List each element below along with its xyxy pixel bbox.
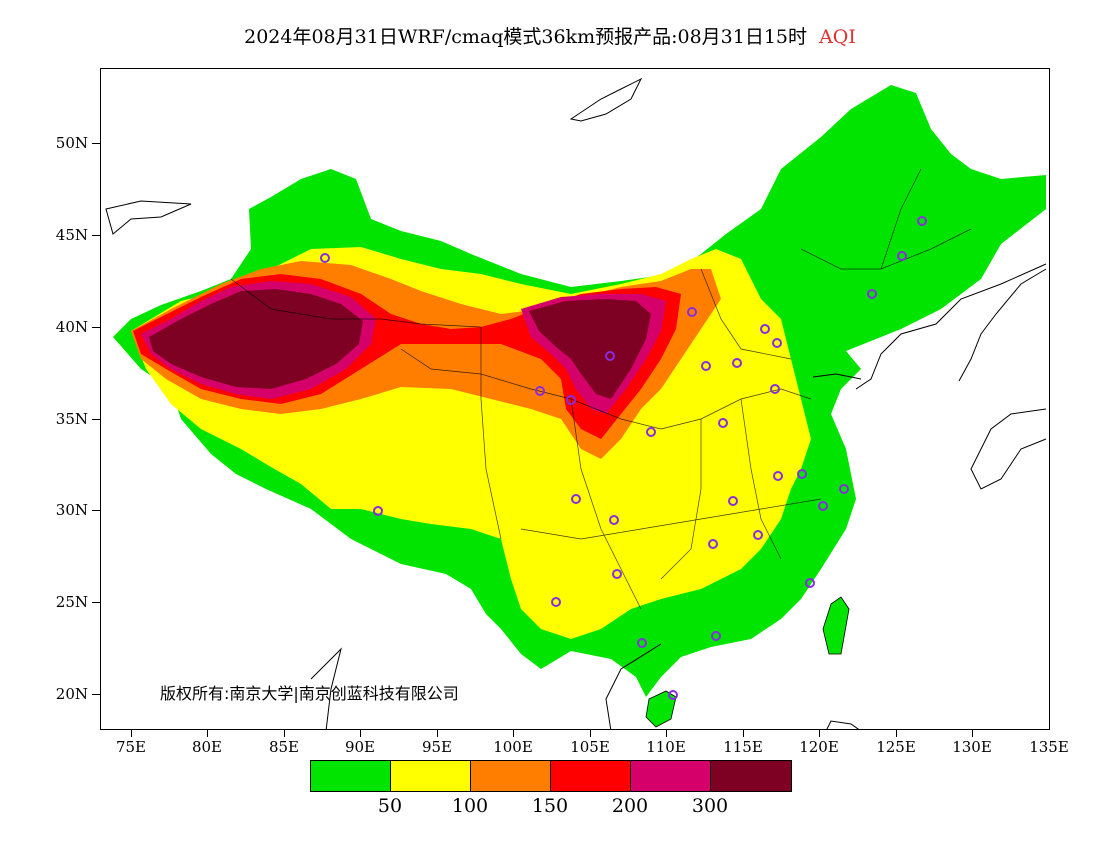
city-marker — [687, 307, 697, 317]
aqi-legend — [310, 760, 792, 792]
x-axis-label-120e: 120E — [799, 738, 839, 756]
title-variable: AQI — [819, 26, 856, 48]
y-axis-label-35n: 35N — [55, 410, 88, 428]
aqi-map — [105, 77, 1047, 729]
x-tick — [972, 730, 973, 737]
city-marker — [732, 358, 742, 368]
city-marker — [668, 690, 678, 700]
city-marker — [566, 395, 576, 405]
aqi-region-hazardous — [149, 289, 651, 399]
y-axis-label-40n: 40N — [55, 318, 88, 336]
x-tick — [131, 730, 132, 737]
legend-label: 300 — [691, 795, 729, 817]
city-marker — [551, 597, 561, 607]
city-marker — [612, 569, 622, 579]
city-marker — [818, 501, 828, 511]
x-tick — [743, 730, 744, 737]
x-axis-label-100e: 100E — [493, 738, 533, 756]
city-marker — [797, 469, 807, 479]
legend-label: 50 — [377, 795, 403, 817]
map-plot-area[interactable] — [100, 68, 1050, 730]
city-marker — [320, 253, 330, 263]
city-marker — [646, 427, 656, 437]
x-axis-label-85e: 85E — [268, 738, 300, 756]
legend-label: 200 — [611, 795, 649, 817]
x-axis-label-90e: 90E — [344, 738, 376, 756]
city-marker — [760, 324, 770, 334]
city-marker — [770, 384, 780, 394]
x-tick — [896, 730, 897, 737]
city-marker — [867, 289, 877, 299]
legend-swatch-hazardous — [711, 761, 791, 791]
province-borders — [230, 168, 972, 610]
y-axis-label-30n: 30N — [55, 501, 88, 519]
city-marker — [637, 638, 647, 648]
copyright-note: 版权所有:南京大学|南京创蓝科技有限公司 — [160, 684, 459, 703]
city-marker — [728, 496, 738, 506]
city-marker — [711, 631, 721, 641]
city-marker — [701, 361, 711, 371]
city-marker — [753, 530, 763, 540]
y-tick — [92, 510, 100, 511]
y-tick — [92, 694, 100, 695]
y-axis-label-20n: 20N — [55, 685, 88, 703]
x-tick — [590, 730, 591, 737]
city-marker — [571, 494, 581, 504]
coastlines — [105, 77, 1047, 729]
x-axis-label-115e: 115E — [723, 738, 763, 756]
city-marker — [718, 418, 728, 428]
x-axis-label-125e: 125E — [876, 738, 916, 756]
x-axis-label-135e: 135E — [1029, 738, 1069, 756]
x-axis-label-75e: 75E — [115, 738, 147, 756]
city-marker — [805, 578, 815, 588]
x-tick — [513, 730, 514, 737]
city-marker — [772, 338, 782, 348]
city-marker — [917, 216, 927, 226]
y-axis-label-45n: 45N — [55, 226, 88, 244]
x-axis-label-130e: 130E — [952, 738, 992, 756]
hainan-island — [645, 690, 677, 728]
y-tick — [92, 419, 100, 420]
city-marker — [373, 506, 383, 516]
legend-swatch-sensitive — [471, 761, 551, 791]
y-tick — [92, 602, 100, 603]
city-marker — [609, 515, 619, 525]
city-marker — [839, 484, 849, 494]
legend-label: 100 — [451, 795, 489, 817]
legend-label: 150 — [531, 795, 569, 817]
x-tick — [819, 730, 820, 737]
city-marker — [535, 386, 545, 396]
x-tick — [284, 730, 285, 737]
x-tick — [437, 730, 438, 737]
legend-swatch-very-unhealthy — [631, 761, 711, 791]
y-tick — [92, 327, 100, 328]
y-axis-label-25n: 25N — [55, 593, 88, 611]
y-axis-label-50n: 50N — [55, 134, 88, 152]
city-marker — [773, 471, 783, 481]
y-tick — [92, 235, 100, 236]
x-tick — [666, 730, 667, 737]
city-marker — [708, 539, 718, 549]
x-axis-label-80e: 80E — [191, 738, 223, 756]
y-tick — [92, 143, 100, 144]
city-marker — [605, 351, 615, 361]
x-tick — [207, 730, 208, 737]
x-axis-label-105e: 105E — [570, 738, 610, 756]
taiwan-island — [822, 596, 850, 655]
city-markers — [320, 216, 927, 700]
legend-swatch-unhealthy — [551, 761, 631, 791]
map-title: 2024年08月31日WRF/cmaq模式36km预报产品:08月31日15时 … — [0, 22, 1100, 49]
x-axis-label-110e: 110E — [646, 738, 686, 756]
title-main: 2024年08月31日WRF/cmaq模式36km预报产品:08月31日15时 — [244, 26, 808, 48]
x-tick — [360, 730, 361, 737]
legend-swatch-moderate — [391, 761, 471, 791]
legend-swatch-good — [311, 761, 391, 791]
x-axis-label-95e: 95E — [421, 738, 453, 756]
city-marker — [897, 251, 907, 261]
